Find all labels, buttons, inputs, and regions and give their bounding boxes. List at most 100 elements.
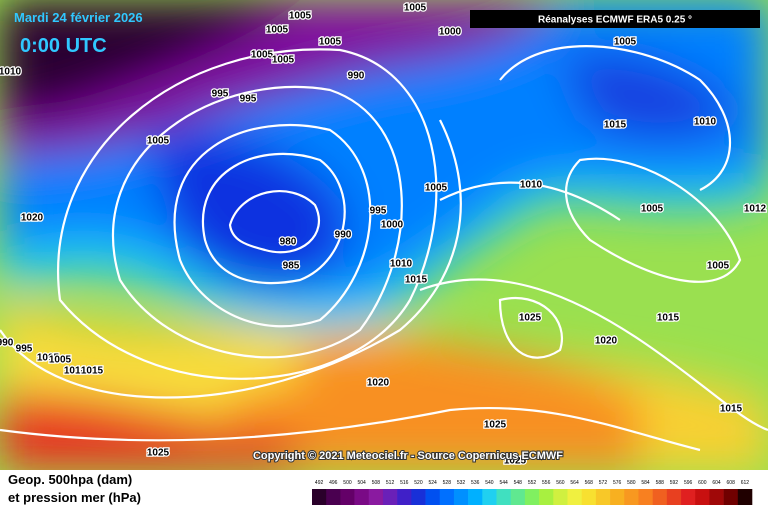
isobar-label: 1000 xyxy=(381,220,404,231)
isobar-label: 1015 xyxy=(604,120,627,131)
colorbar-swatch xyxy=(681,489,696,505)
source: Réanalyses ECMWF ERA5 0.25 ° xyxy=(538,15,692,26)
copyright: Copyright © 2021 Meteociel.fr - Source C… xyxy=(253,450,563,462)
isobar-label: 995 xyxy=(240,94,257,105)
isobar-label: 1005 xyxy=(147,136,170,147)
colorbar-tick-label: 492 xyxy=(315,480,324,486)
colorbar-tick-label: 564 xyxy=(570,480,579,486)
colorbar-swatch xyxy=(468,489,483,505)
isobar-label: 1010 xyxy=(694,117,717,128)
time: 0:00 UTC xyxy=(20,35,107,57)
colorbar-swatch xyxy=(652,489,668,505)
colorbar-swatch xyxy=(581,489,597,505)
colorbar-swatch xyxy=(610,489,625,505)
isobar-label: 1005 xyxy=(272,55,295,66)
colorbar-tick-label: 548 xyxy=(514,480,523,486)
isobar-label: 995 xyxy=(16,344,33,355)
isobar-label: 1005 xyxy=(49,355,72,366)
colorbar-swatch xyxy=(411,489,426,505)
colorbar-swatch xyxy=(453,489,469,505)
isobar-label: 985 xyxy=(283,261,300,272)
colorbar-tick-label: 516 xyxy=(400,480,409,486)
colorbar-tick-label: 576 xyxy=(613,480,622,486)
colorbar-swatch xyxy=(368,489,384,505)
isobar-label: 1015 xyxy=(405,275,428,286)
isobar-label: 1005 xyxy=(707,261,730,272)
colorbar-swatch xyxy=(425,489,441,505)
colorbar-swatch xyxy=(354,489,370,505)
isobar-label: 1015 xyxy=(720,404,743,415)
isobar-label: 1005 xyxy=(425,183,448,194)
isobar-label: 1015 xyxy=(657,313,680,324)
legend-title: Geop. 500hpa (dam) xyxy=(8,472,132,487)
colorbar-tick-label: 560 xyxy=(556,480,565,486)
isobar-label: 1025 xyxy=(519,313,542,324)
isobar-label: 1020 xyxy=(595,336,618,347)
isobar-label: 1005 xyxy=(614,37,637,48)
colorbar-tick-label: 540 xyxy=(485,480,494,486)
legend-subtitle: et pression mer (hPa) xyxy=(8,490,141,505)
colorbar-tick-label: 508 xyxy=(372,480,381,486)
isobar-label: 1010 xyxy=(390,259,413,270)
isobar-label: 1020 xyxy=(367,378,390,389)
date: Mardi 24 février 2026 xyxy=(14,10,143,25)
isobar-label: 1000 xyxy=(439,27,462,38)
isobar-label: 1005 xyxy=(289,11,312,22)
colorbar-tick-label: 544 xyxy=(499,480,508,486)
isobar-label: 1010 xyxy=(0,67,22,78)
colorbar-tick-label: 592 xyxy=(670,480,679,486)
colorbar-tick-label: 608 xyxy=(727,480,736,486)
colorbar-swatch xyxy=(340,489,355,505)
isobar-label: 1005 xyxy=(37,353,60,364)
isobar-label: 1025 xyxy=(147,448,170,459)
isobar-label: 1012 xyxy=(744,204,767,215)
colorbar-swatch xyxy=(666,489,682,505)
isobar-label: 1015 xyxy=(81,366,104,377)
isobar-label: 1025 xyxy=(484,420,507,431)
colorbar-tick-label: 532 xyxy=(457,480,466,486)
geopotential-field xyxy=(0,0,768,470)
colorbar-tick-label: 536 xyxy=(471,480,480,486)
colorbar-tick-label: 524 xyxy=(428,480,437,486)
colorbar-tick-label: 528 xyxy=(443,480,452,486)
colorbar-swatch xyxy=(595,489,611,505)
colorbar-swatch xyxy=(326,489,341,505)
colorbar-tick-label: 568 xyxy=(585,480,594,486)
isobar-label: 1005 xyxy=(641,204,664,215)
colorbar-swatch xyxy=(695,489,710,505)
isobar-label: 995 xyxy=(212,89,229,100)
isobar-label: 1005 xyxy=(266,25,289,36)
colorbar-swatch xyxy=(382,489,398,505)
colorbar-tick-label: 504 xyxy=(358,480,367,486)
colorbar-tick-label: 500 xyxy=(343,480,352,486)
colorbar-swatch xyxy=(737,489,753,505)
colorbar-swatch xyxy=(709,489,724,505)
colorbar-tick-label: 584 xyxy=(641,480,650,486)
isobar-label: 1010 xyxy=(520,180,543,191)
colorbar-swatch xyxy=(553,489,568,505)
isobar-label: 990 xyxy=(335,230,352,241)
colorbar-swatch xyxy=(482,489,497,505)
isobar-label: 995 xyxy=(370,206,387,217)
isobar-label: 1010 xyxy=(64,366,87,377)
isobar-label: 1005 xyxy=(319,37,342,48)
colorbar-tick-label: 600 xyxy=(698,480,707,486)
source-box xyxy=(470,10,760,28)
colorbar-tick-label: 596 xyxy=(684,480,693,486)
isobar-label: 990 xyxy=(348,71,365,82)
colorbar-swatch xyxy=(723,489,739,505)
colorbar-tick-label: 496 xyxy=(329,480,338,486)
colorbar-swatch xyxy=(624,489,639,505)
colorbar-tick-label: 612 xyxy=(741,480,750,486)
colorbar-swatch xyxy=(510,489,526,505)
isobar-label: 1025 xyxy=(504,456,527,467)
isobar-label: 980 xyxy=(280,237,297,248)
colorbar-swatch xyxy=(312,489,327,505)
colorbar-tick-label: 512 xyxy=(386,480,395,486)
isobar-label: 1020 xyxy=(21,213,44,224)
colorbar-tick-label: 588 xyxy=(656,480,665,486)
colorbar-tick-label: 580 xyxy=(627,480,636,486)
colorbar-tick-label: 604 xyxy=(712,480,721,486)
isobar-label: 1005 xyxy=(251,50,274,61)
colorbar-swatch xyxy=(567,489,582,505)
